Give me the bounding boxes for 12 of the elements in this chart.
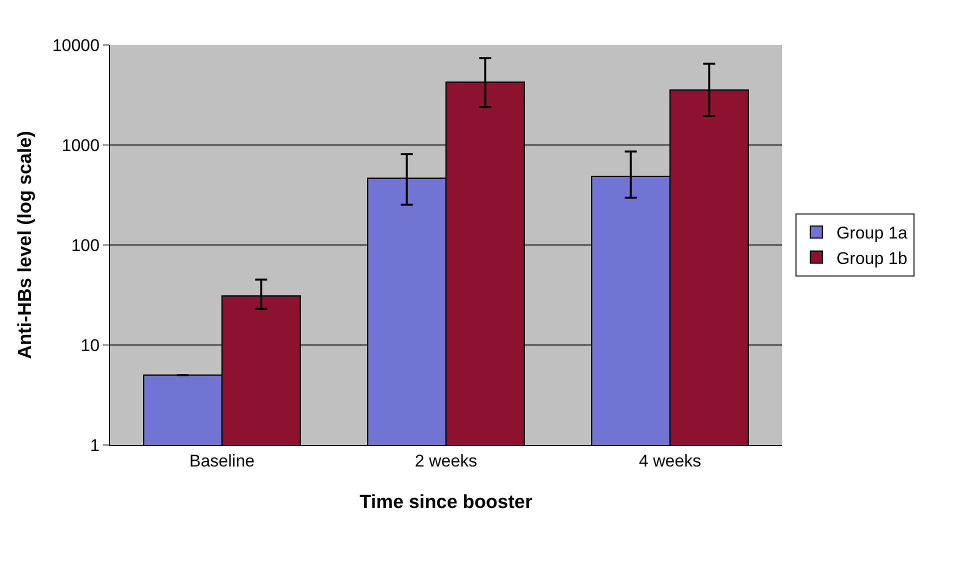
y-tick-label: 100 bbox=[71, 236, 100, 255]
legend-label: Group 1a bbox=[836, 224, 908, 243]
y-tick-label: 1 bbox=[90, 436, 100, 455]
y-tick-label: 10 bbox=[80, 336, 100, 355]
x-tick-label: 4 weeks bbox=[638, 451, 702, 470]
x-tick-label: Baseline bbox=[189, 451, 255, 470]
legend-label: Group 1b bbox=[836, 248, 908, 268]
y-tick-label: 10000 bbox=[52, 36, 100, 55]
x-tick-label: 2 weeks bbox=[414, 451, 478, 470]
y-axis-title: Anti-HBs level (log scale) bbox=[15, 130, 36, 360]
x-axis-title: Time since booster bbox=[360, 492, 534, 514]
y-tick-label: 1000 bbox=[62, 136, 100, 155]
